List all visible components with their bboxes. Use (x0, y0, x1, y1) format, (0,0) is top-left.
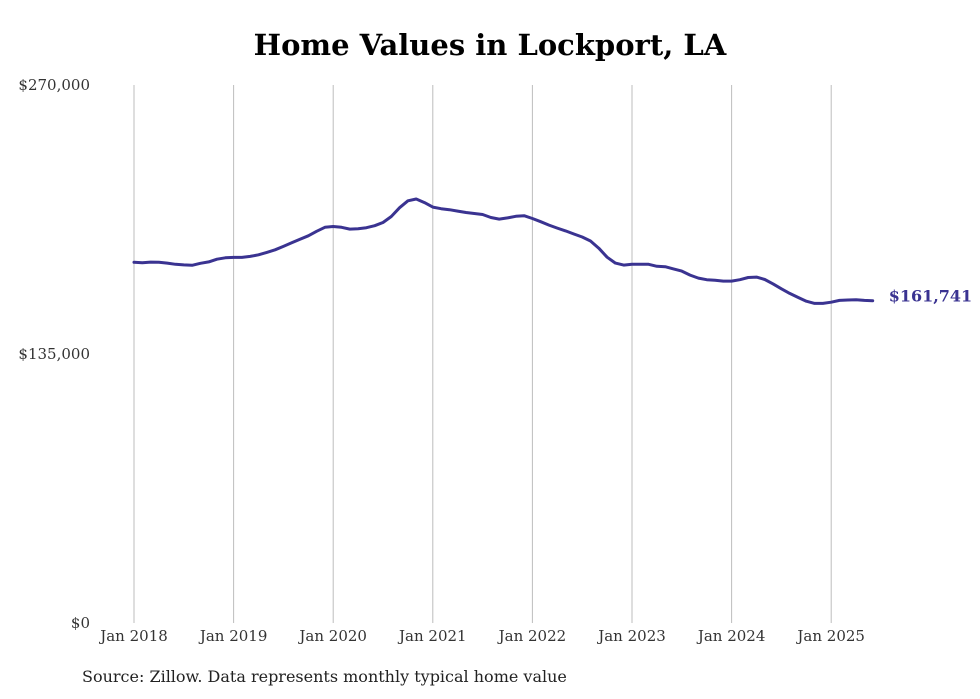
x-tick-label: Jan 2018 (98, 627, 168, 645)
chart-title: Home Values in Lockport, LA (253, 28, 727, 62)
y-tick-label: $0 (71, 614, 90, 632)
source-note: Source: Zillow. Data represents monthly … (82, 667, 567, 686)
gridlines (133, 85, 832, 623)
x-tick-label: Jan 2024 (696, 627, 766, 645)
x-tick-label: Jan 2021 (397, 627, 467, 645)
x-tick-label: Jan 2025 (795, 627, 865, 645)
end-label-layer: $161,741 (889, 287, 973, 306)
series-line (132, 197, 875, 305)
y-tick-label: $135,000 (18, 345, 90, 363)
y-axis-ticks: $0 $135,000 $270,000 (18, 76, 90, 632)
series-layer (132, 197, 875, 305)
x-axis-ticks: Jan 2018 Jan 2019 Jan 2020 Jan 2021 Jan 2022… (98, 627, 865, 645)
y-tick-label: $270,000 (18, 76, 90, 94)
x-tick-label: Jan 2023 (596, 627, 666, 645)
end-value-label: $161,741 (889, 287, 973, 306)
x-tick-label: Jan 2019 (198, 627, 268, 645)
x-tick-label: Jan 2020 (297, 627, 367, 645)
x-tick-label: Jan 2022 (497, 627, 567, 645)
